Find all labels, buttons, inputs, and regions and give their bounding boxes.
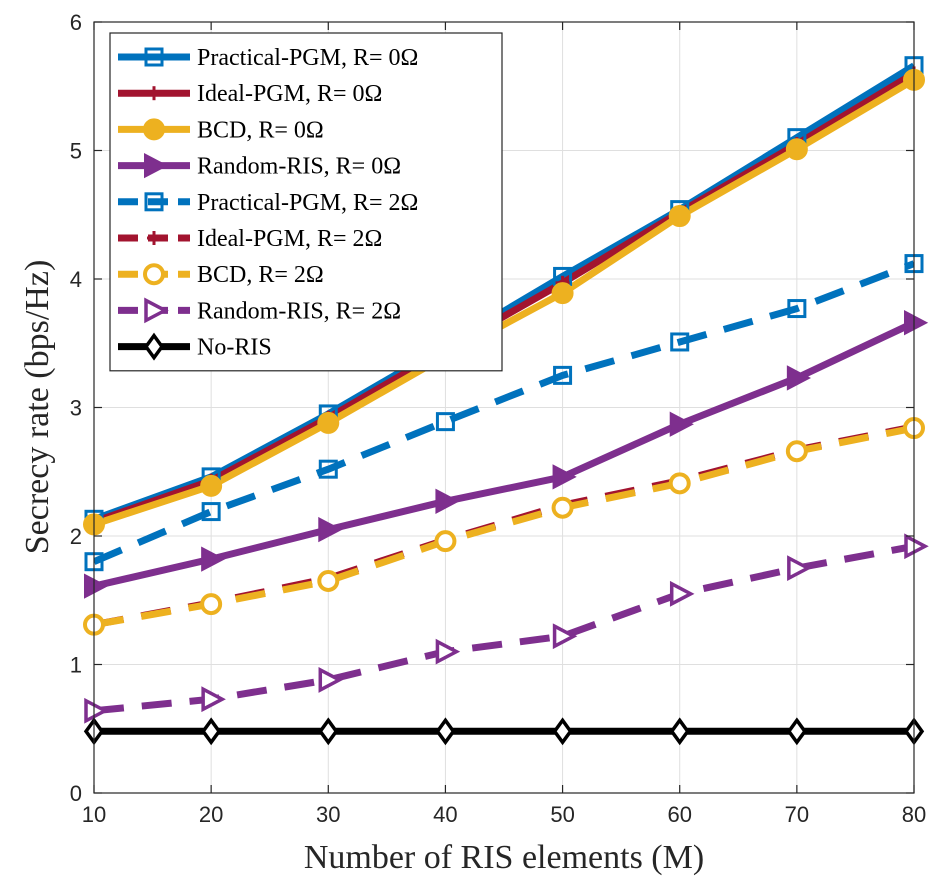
legend-entry-no-ris: No-RIS bbox=[118, 332, 272, 361]
data-point-no-ris-40 bbox=[435, 717, 456, 746]
y-tick-label: 1 bbox=[70, 653, 82, 678]
data-point-bcd-r-0-70 bbox=[785, 138, 808, 161]
x-tick-label: 30 bbox=[316, 802, 340, 827]
series-markers-bcd-r-2 bbox=[83, 417, 925, 636]
x-tick-label: 20 bbox=[199, 802, 223, 827]
data-point-random-ris-r-2-10 bbox=[84, 697, 109, 724]
data-point-random-ris-r-0-30 bbox=[318, 516, 343, 543]
x-tick-label: 80 bbox=[902, 802, 926, 827]
legend-marker bbox=[144, 152, 169, 179]
x-tick-label: 40 bbox=[433, 802, 457, 827]
legend-entry-random-ris-r-0: Random-RIS, R= 0Ω bbox=[118, 152, 401, 180]
legend-entry-random-ris-r-2: Random-RIS, R= 2Ω bbox=[118, 297, 401, 324]
series-group bbox=[94, 62, 914, 735]
y-tick-label: 5 bbox=[70, 139, 82, 164]
data-point-practical-pgm-r-2-60 bbox=[670, 332, 690, 352]
data-point-random-ris-r-0-40 bbox=[435, 488, 460, 514]
series-markers-random-ris-r-2 bbox=[84, 533, 929, 724]
axes bbox=[93, 21, 915, 794]
data-point-random-ris-r-2-30 bbox=[318, 667, 344, 693]
data-point-bcd-r-0-50 bbox=[551, 282, 574, 305]
legend-marker bbox=[144, 297, 169, 324]
legend-entry-bcd-r-2: BCD, R= 2Ω bbox=[118, 262, 324, 288]
data-point-no-ris-30 bbox=[318, 717, 339, 746]
y-tick-label: 6 bbox=[70, 10, 82, 35]
data-point-bcd-r-2-60 bbox=[668, 472, 691, 495]
tick-labels: 10 20 30 40 50 60 70 80 0 1 2 3 4 5 6 bbox=[70, 10, 926, 827]
data-point-random-ris-r-2-40 bbox=[435, 638, 461, 665]
legend-entry-practical-pgm-r-2: Practical-PGM, R= 2Ω bbox=[118, 190, 418, 216]
data-point-random-ris-r-0-70 bbox=[786, 365, 812, 391]
data-point-random-ris-r-2-80 bbox=[904, 533, 929, 560]
data-point-bcd-r-2-40 bbox=[434, 530, 457, 553]
data-point-bcd-r-2-70 bbox=[785, 440, 808, 463]
data-point-random-ris-r-0-50 bbox=[552, 464, 577, 490]
data-point-random-ris-r-0-80 bbox=[904, 310, 929, 336]
data-point-no-ris-70 bbox=[786, 717, 808, 746]
data-point-random-ris-r-2-20 bbox=[201, 686, 226, 713]
legend-box bbox=[109, 32, 503, 372]
legend-marker bbox=[147, 231, 161, 245]
x-axis-label: Number of RIS elements (M) bbox=[304, 839, 704, 876]
x-tick-label: 50 bbox=[550, 802, 574, 827]
data-point-random-ris-r-2-60 bbox=[669, 580, 695, 607]
legend-label: Random-RIS, R= 2Ω bbox=[197, 298, 401, 324]
series-markers-no-ris bbox=[83, 717, 925, 746]
data-point-practical-pgm-r-2-40 bbox=[435, 412, 455, 432]
legend-marker bbox=[147, 86, 161, 101]
data-point-bcd-r-2-30 bbox=[317, 569, 340, 592]
data-point-random-ris-r-0-20 bbox=[201, 546, 226, 572]
data-point-random-ris-r-2-50 bbox=[552, 623, 578, 650]
data-point-bcd-r-2-50 bbox=[551, 496, 574, 519]
series-markers-random-ris-r-0 bbox=[84, 310, 929, 599]
data-point-bcd-r-0-60 bbox=[668, 205, 691, 228]
legend-label: Random-RIS, R= 0Ω bbox=[197, 154, 401, 180]
y-tick-label: 4 bbox=[70, 267, 82, 292]
data-point-no-ris-50 bbox=[552, 717, 573, 746]
legend-marker bbox=[144, 192, 164, 212]
legend-label: BCD, R= 0Ω bbox=[197, 117, 324, 143]
series-line-random-ris-r-0 bbox=[94, 319, 914, 590]
legend-label: Ideal-PGM, R= 0Ω bbox=[197, 81, 382, 107]
legend-label: Ideal-PGM, R= 2Ω bbox=[197, 226, 382, 252]
data-point-random-ris-r-0-60 bbox=[669, 411, 694, 437]
data-point-bcd-r-2-20 bbox=[200, 593, 223, 616]
y-axis-label: Secrecy rate (bps/Hz) bbox=[19, 260, 56, 555]
data-point-practical-pgm-r-2-70 bbox=[787, 299, 807, 319]
y-tick-label: 0 bbox=[70, 781, 82, 806]
data-point-no-ris-60 bbox=[669, 717, 690, 746]
data-point-bcd-r-0-30 bbox=[317, 411, 340, 434]
legend-entry-practical-pgm-r-0: Practical-PGM, R= 0Ω bbox=[118, 45, 418, 71]
series-line-bcd-r-0 bbox=[94, 76, 914, 528]
legend-marker bbox=[143, 118, 165, 141]
data-point-practical-pgm-r-2-50 bbox=[553, 365, 573, 385]
y-tick-label: 3 bbox=[70, 396, 82, 421]
legend-marker bbox=[143, 263, 165, 286]
legend-label: Practical-PGM, R= 2Ω bbox=[197, 190, 418, 216]
legend-entry-bcd-r-0: BCD, R= 0Ω bbox=[118, 117, 324, 143]
legend: Practical-PGM, R= 0Ω Ideal-PGM, R= 0Ω BCD,… bbox=[109, 32, 503, 372]
data-point-random-ris-r-0-10 bbox=[84, 573, 109, 599]
y-tick-label: 2 bbox=[70, 524, 82, 549]
x-tick-label: 60 bbox=[667, 802, 691, 827]
legend-label: BCD, R= 2Ω bbox=[197, 262, 324, 288]
x-tick-label: 70 bbox=[785, 802, 809, 827]
legend-entry-ideal-pgm-r-0: Ideal-PGM, R= 0Ω bbox=[118, 81, 382, 107]
legend-marker bbox=[143, 332, 165, 361]
legend-label: Practical-PGM, R= 0Ω bbox=[197, 45, 418, 71]
x-tick-label: 10 bbox=[82, 802, 106, 827]
series-line-random-ris-r-2 bbox=[94, 542, 914, 715]
data-point-practical-pgm-r-2-20 bbox=[201, 502, 221, 522]
legend-marker bbox=[144, 47, 164, 67]
data-point-practical-pgm-r-2-30 bbox=[318, 459, 338, 479]
legend-entry-ideal-pgm-r-2: Ideal-PGM, R= 2Ω bbox=[118, 226, 382, 252]
series-line-ideal-pgm-r-0 bbox=[94, 70, 914, 526]
data-point-random-ris-r-2-70 bbox=[787, 555, 812, 582]
legend-label: No-RIS bbox=[197, 335, 272, 361]
data-point-bcd-r-0-20 bbox=[200, 474, 223, 497]
data-point-no-ris-20 bbox=[200, 717, 222, 746]
series-line-practical-pgm-r-2 bbox=[94, 260, 914, 565]
